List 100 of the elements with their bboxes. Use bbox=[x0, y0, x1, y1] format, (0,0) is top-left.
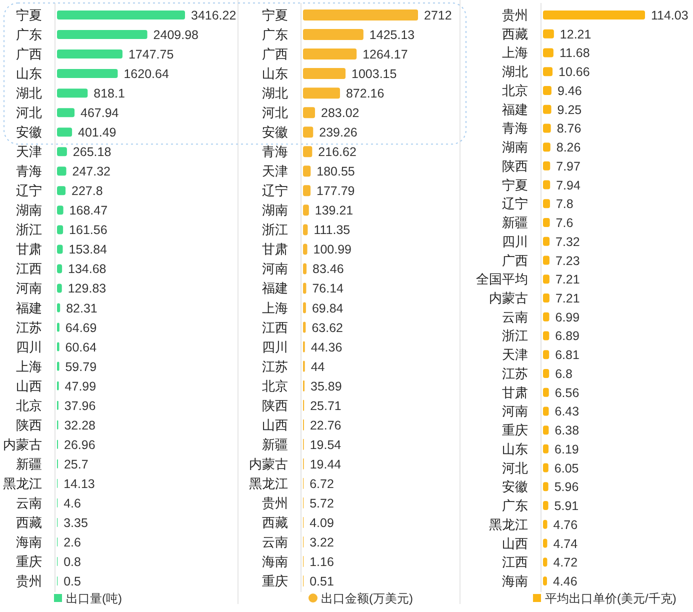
data-label: 7.97 bbox=[556, 159, 581, 174]
data-label: 467.94 bbox=[80, 106, 119, 120]
y-tick-label: 安徽 bbox=[502, 479, 528, 494]
y-tick-label: 黑龙江 bbox=[249, 476, 288, 491]
y-tick-label: 黑龙江 bbox=[489, 516, 528, 532]
data-label: 6.89 bbox=[555, 329, 580, 344]
y-tick-label: 西藏 bbox=[502, 26, 528, 42]
y-tick-label: 新疆 bbox=[262, 436, 288, 452]
y-tick-label: 广西 bbox=[262, 46, 288, 62]
data-label: 6.72 bbox=[310, 476, 334, 491]
data-label: 1003.15 bbox=[352, 67, 397, 82]
y-tick-label: 河南 bbox=[262, 261, 288, 276]
data-label: 60.64 bbox=[65, 340, 97, 354]
y-tick-label: 四川 bbox=[262, 339, 288, 354]
y-tick-label: 福建 bbox=[16, 300, 42, 316]
y-tick-label: 陕西 bbox=[262, 398, 288, 413]
data-label: 59.79 bbox=[65, 360, 97, 374]
y-tick-label: 甘肃 bbox=[16, 242, 42, 257]
y-tick-label: 甘肃 bbox=[262, 242, 288, 257]
y-tick-label: 湖南 bbox=[16, 202, 42, 218]
data-label: 1.16 bbox=[310, 554, 334, 569]
data-label: 1264.17 bbox=[362, 48, 408, 62]
y-tick-label: 西藏 bbox=[262, 514, 288, 530]
data-label: 4.72 bbox=[553, 556, 578, 570]
y-tick-label: 广东 bbox=[16, 27, 42, 42]
data-label: 7.6 bbox=[556, 216, 574, 230]
y-tick-label: 江苏 bbox=[502, 366, 528, 381]
data-label: 1620.64 bbox=[124, 67, 169, 82]
y-tick-label: 山西 bbox=[502, 536, 528, 551]
data-label: 4.74 bbox=[553, 536, 578, 551]
y-tick-label: 天津 bbox=[262, 164, 288, 179]
y-tick-label: 广西 bbox=[16, 46, 42, 62]
y-tick-label: 重庆 bbox=[16, 554, 42, 569]
y-tick-label: 青海 bbox=[262, 144, 288, 160]
y-tick-label: 辽宁 bbox=[262, 183, 288, 198]
data-label: 6.19 bbox=[554, 442, 579, 456]
y-tick-label: 内蒙古 bbox=[3, 436, 42, 452]
data-label: 37.96 bbox=[64, 398, 96, 413]
y-tick-label: 陕西 bbox=[16, 417, 42, 432]
data-label: 7.32 bbox=[556, 234, 580, 249]
data-label: 9.25 bbox=[557, 102, 582, 117]
data-label: 111.35 bbox=[314, 223, 350, 238]
y-tick-label: 广西 bbox=[502, 252, 528, 268]
y-tick-label: 重庆 bbox=[262, 574, 288, 588]
y-tick-label: 浙江 bbox=[502, 328, 528, 344]
data-label: 25.71 bbox=[310, 398, 342, 413]
y-tick-label: 山西 bbox=[262, 417, 288, 432]
data-label: 7.8 bbox=[556, 197, 574, 212]
data-label: 129.83 bbox=[68, 282, 106, 296]
y-tick-label: 河北 bbox=[502, 460, 528, 476]
data-label: 69.84 bbox=[312, 301, 344, 316]
y-tick-label: 河北 bbox=[16, 105, 42, 120]
y-tick-label: 辽宁 bbox=[16, 183, 42, 198]
y-tick-label: 云南 bbox=[262, 534, 288, 550]
data-label: 0.51 bbox=[310, 574, 334, 588]
data-label: 6.99 bbox=[555, 310, 580, 324]
data-label: 0.8 bbox=[64, 554, 82, 569]
y-tick-label: 湖北 bbox=[502, 64, 528, 80]
data-label: 14.13 bbox=[64, 476, 95, 491]
y-tick-label: 北京 bbox=[16, 398, 42, 413]
y-tick-label: 陕西 bbox=[502, 158, 528, 174]
data-label: 5.72 bbox=[310, 496, 334, 510]
y-tick-label: 贵州 bbox=[16, 574, 42, 588]
y-tick-label: 云南 bbox=[16, 495, 42, 510]
y-tick-label: 黑龙江 bbox=[3, 476, 42, 491]
data-label: 12.21 bbox=[560, 27, 592, 42]
y-tick-label: 广东 bbox=[262, 27, 288, 42]
data-label: 161.56 bbox=[69, 223, 108, 238]
data-label: 6.05 bbox=[554, 461, 579, 476]
y-tick-label: 山东 bbox=[502, 441, 528, 456]
data-label: 8.76 bbox=[556, 122, 582, 136]
data-label: 216.62 bbox=[318, 145, 356, 160]
y-tick-label: 内蒙古 bbox=[249, 456, 288, 472]
y-tick-label: 海南 bbox=[16, 534, 42, 550]
y-tick-label: 青海 bbox=[16, 164, 42, 179]
data-label: 1425.13 bbox=[369, 28, 415, 42]
data-label: 82.31 bbox=[66, 301, 98, 316]
y-tick-label: 北京 bbox=[502, 82, 528, 98]
legend-label: 出口量(吨) bbox=[66, 592, 122, 606]
y-tick-label: 山东 bbox=[16, 66, 42, 82]
data-label: 7.21 bbox=[555, 272, 580, 287]
data-label: 83.46 bbox=[312, 262, 344, 276]
data-label: 265.18 bbox=[72, 145, 112, 160]
y-tick-label: 安徽 bbox=[16, 124, 42, 140]
y-tick-label: 北京 bbox=[262, 378, 288, 394]
data-label: 0.5 bbox=[64, 574, 82, 588]
y-tick-label: 海南 bbox=[502, 574, 528, 588]
y-tick-label: 新疆 bbox=[16, 456, 42, 472]
y-tick-label: 山东 bbox=[262, 66, 288, 82]
data-label: 2409.98 bbox=[153, 28, 199, 42]
y-tick-label: 甘肃 bbox=[502, 384, 528, 400]
data-label: 2.6 bbox=[64, 535, 82, 550]
y-tick-label: 福建 bbox=[262, 280, 288, 296]
y-tick-label: 内蒙古 bbox=[489, 290, 528, 306]
data-label: 10.66 bbox=[558, 65, 590, 80]
data-label: 19.54 bbox=[310, 438, 342, 452]
y-tick-label: 湖北 bbox=[262, 86, 288, 101]
data-label: 7.94 bbox=[556, 178, 580, 192]
data-label: 401.49 bbox=[78, 126, 116, 140]
data-label: 4.6 bbox=[64, 496, 82, 510]
